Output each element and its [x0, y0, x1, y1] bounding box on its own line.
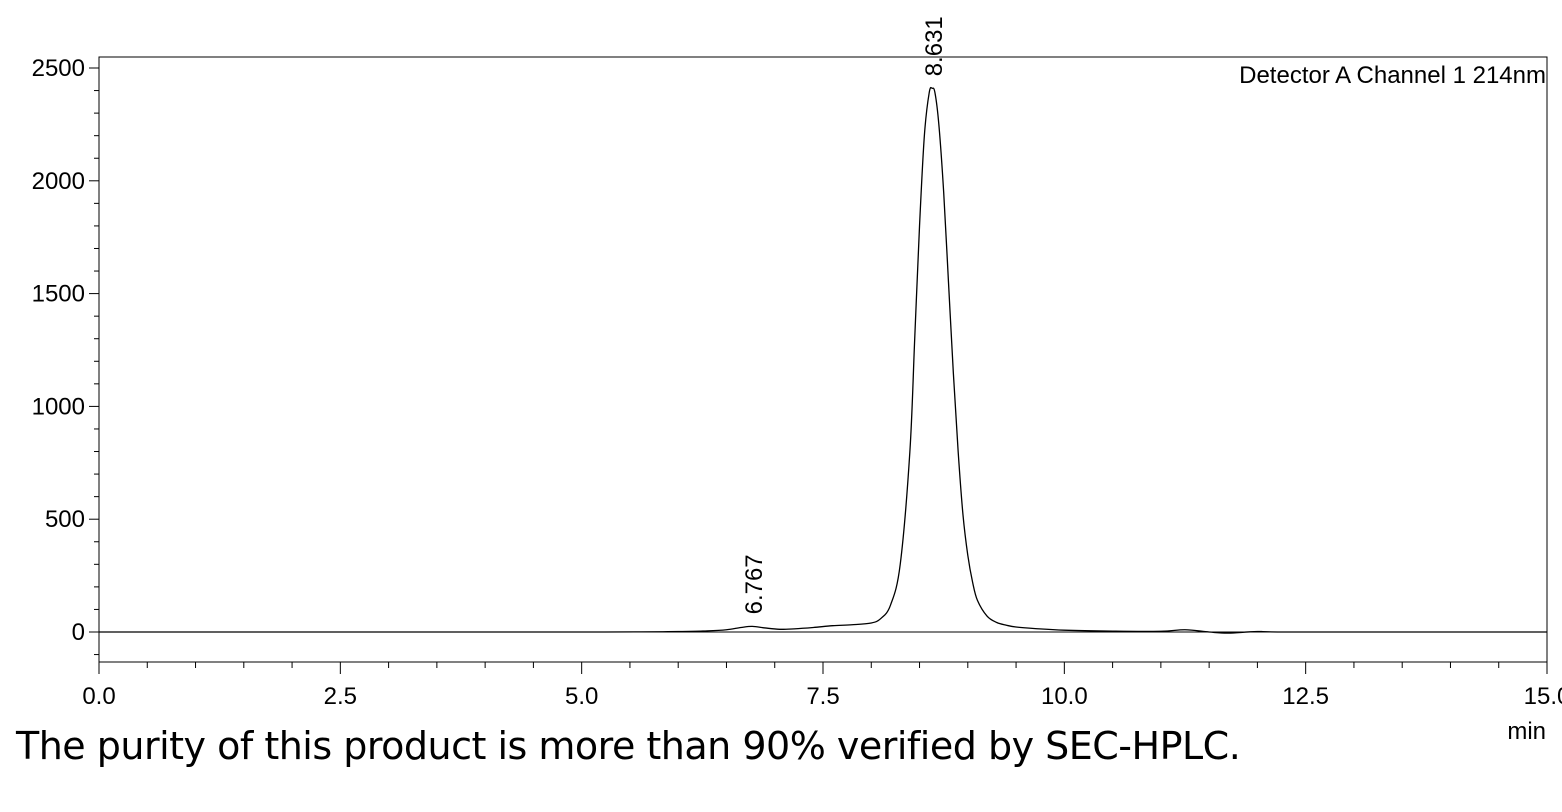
- x-tick-label: 7.5: [806, 683, 839, 710]
- plot-border: [98, 56, 1548, 662]
- x-tick-label: 5.0: [565, 683, 598, 710]
- y-tick-label: 0: [72, 619, 85, 646]
- y-tick-label: 2000: [32, 168, 85, 195]
- chromatogram-trace: [98, 86, 1548, 634]
- y-tick-label: 2500: [32, 55, 85, 82]
- purity-caption: The purity of this product is more than …: [16, 724, 1241, 768]
- detector-label: Detector A Channel 1 214nm: [1239, 62, 1546, 89]
- y-tick-label: 500: [45, 506, 85, 533]
- peak-label: 8.631: [921, 16, 948, 76]
- x-tick-label: 15.0: [1524, 683, 1562, 710]
- y-tick-label: 1000: [32, 393, 85, 420]
- x-axis: 0.0 2.5 5.0 7.5 10.0 12.5 15.0: [82, 661, 1562, 710]
- x-tick-label: 10.0: [1041, 683, 1088, 710]
- plot-frame: [98, 56, 1548, 662]
- x-axis-unit-label: min: [1507, 718, 1546, 740]
- peak-label: 6.767: [741, 554, 768, 614]
- x-tick-label: 0.0: [82, 683, 115, 710]
- peak-labels: 6.767 8.631: [741, 16, 948, 614]
- chromatogram-chart: 0 500 1000 1500 2000 2500 0.0 2.5 5.0 7.5 10.0 12.…: [32, 16, 1562, 740]
- x-tick-label: 12.5: [1282, 683, 1329, 710]
- y-axis: 0 500 1000 1500 2000 2500: [32, 55, 99, 656]
- y-tick-label: 1500: [32, 281, 85, 308]
- x-tick-label: 2.5: [324, 683, 357, 710]
